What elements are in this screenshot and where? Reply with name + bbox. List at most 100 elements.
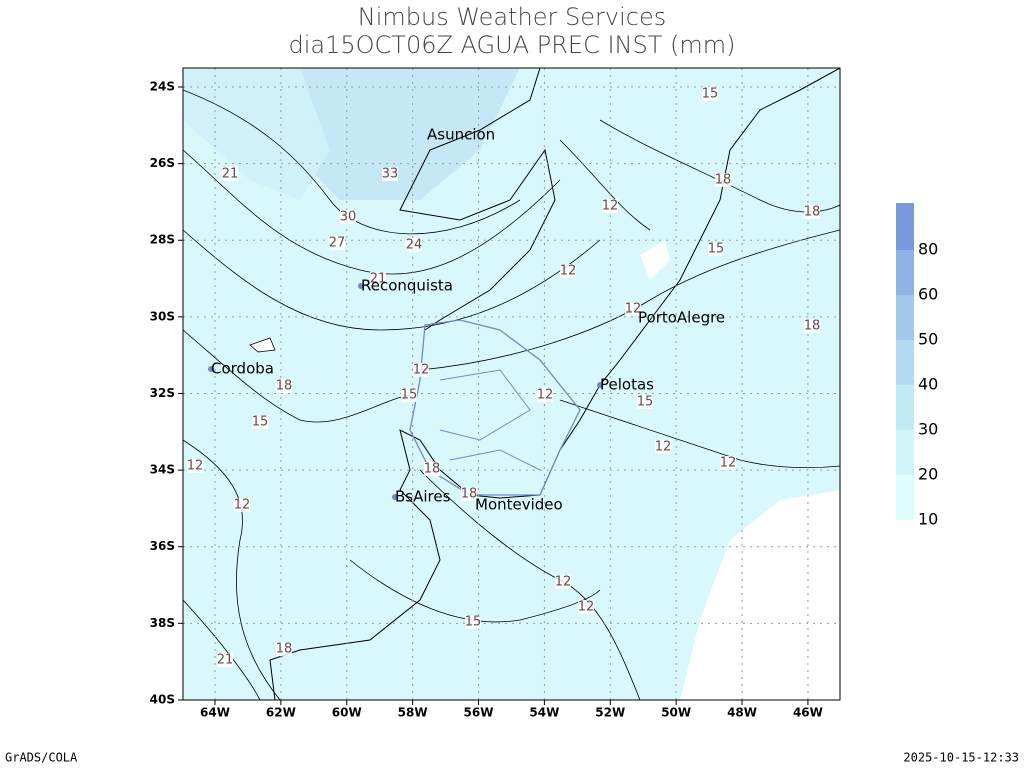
contour-label-bg bbox=[217, 653, 233, 667]
footer-right: 2025-10-15-12:33 bbox=[903, 751, 1019, 765]
contour-label: 12 bbox=[413, 363, 430, 378]
contour-label-bg bbox=[413, 363, 429, 377]
contour-label: 18 bbox=[461, 487, 478, 502]
contour-label: 12 bbox=[655, 440, 672, 455]
colorbar-label: 50 bbox=[918, 330, 938, 349]
contour-label: 12 bbox=[578, 600, 595, 615]
title-line: Nimbus Weather Services bbox=[358, 3, 666, 31]
lon-tick-label: 58W bbox=[398, 706, 428, 720]
contour-label: 12 bbox=[560, 264, 577, 279]
lon-tick-label: 64W bbox=[200, 706, 230, 720]
contour-label-bg bbox=[340, 210, 356, 224]
colorbar-swatch bbox=[896, 430, 914, 475]
contour-label-bg bbox=[804, 205, 820, 219]
contour-label-bg bbox=[578, 600, 594, 614]
contour-label: 12 bbox=[187, 459, 204, 474]
contour-label-bg bbox=[804, 319, 820, 333]
city-marker bbox=[208, 366, 214, 372]
contour-label: 12 bbox=[234, 498, 251, 513]
lon-tick-label: 62W bbox=[266, 706, 296, 720]
city-marker bbox=[597, 382, 603, 388]
city-label: BsAires bbox=[395, 488, 451, 506]
lat-tick-label: 26S bbox=[150, 156, 175, 170]
title-line: dia15OCT06Z AGUA PREC INST (mm) bbox=[288, 31, 735, 59]
colorbar-label: 20 bbox=[918, 465, 938, 484]
contour-label: 18 bbox=[715, 173, 732, 188]
contour-label-bg bbox=[222, 167, 238, 181]
contour-label-bg bbox=[187, 459, 203, 473]
contour-label: 18 bbox=[424, 462, 441, 477]
lat-tick-label: 30S bbox=[150, 309, 175, 323]
colorbar-swatch bbox=[896, 203, 914, 250]
contour-label-bg bbox=[401, 388, 417, 402]
colorbar-swatch bbox=[896, 250, 914, 295]
contour-label-bg bbox=[702, 87, 718, 101]
colorbar-label: 10 bbox=[918, 510, 938, 529]
city-label: Cordoba bbox=[211, 360, 274, 378]
colorbar-swatch bbox=[896, 385, 914, 430]
lon-tick-label: 56W bbox=[464, 706, 494, 720]
lon-tick-label: 54W bbox=[529, 706, 559, 720]
contour-label: 15 bbox=[252, 415, 269, 430]
map-frame bbox=[182, 67, 841, 701]
contour-label: 21 bbox=[217, 653, 234, 668]
contour-label-bg bbox=[537, 388, 553, 402]
lon-tick-label: 52W bbox=[595, 706, 625, 720]
lat-tick-label: 36S bbox=[150, 539, 175, 553]
contour-label: 12 bbox=[625, 302, 642, 317]
contour-label: 24 bbox=[406, 238, 423, 253]
colorbar-label: 60 bbox=[918, 285, 938, 304]
contour-label: 18 bbox=[804, 319, 821, 334]
lat-tick-label: 24S bbox=[150, 80, 175, 94]
contour-label: 15 bbox=[637, 395, 654, 410]
lon-tick-label: 48W bbox=[727, 706, 757, 720]
contour-label-bg bbox=[625, 302, 641, 316]
contour-label-bg bbox=[560, 264, 576, 278]
contour-label-bg bbox=[555, 575, 571, 589]
city-label: Pelotas bbox=[600, 376, 654, 394]
contour-label-bg bbox=[637, 395, 653, 409]
contour-label-bg bbox=[276, 379, 292, 393]
colorbar-swatch bbox=[896, 340, 914, 385]
lon-tick-label: 60W bbox=[332, 706, 362, 720]
contour-label: 21 bbox=[222, 167, 239, 182]
lat-tick-label: 38S bbox=[150, 616, 175, 630]
colorbar-label: 30 bbox=[918, 420, 938, 439]
contour-label-bg bbox=[461, 487, 477, 501]
contour-label: 12 bbox=[720, 456, 737, 471]
colorbar-label: 40 bbox=[918, 375, 938, 394]
contour-label: 15 bbox=[702, 87, 719, 102]
contour-label: 18 bbox=[804, 205, 821, 220]
colorbar-swatch bbox=[896, 475, 914, 520]
contour-label-bg bbox=[382, 167, 398, 181]
contour-label-bg bbox=[655, 440, 671, 454]
lat-tick-label: 34S bbox=[150, 463, 175, 477]
contour-label: 30 bbox=[340, 210, 357, 225]
city-label: PortoAlegre bbox=[638, 309, 725, 327]
lat-tick-label: 28S bbox=[150, 233, 175, 247]
lat-tick-label: 32S bbox=[150, 386, 175, 400]
contour-label-bg bbox=[276, 642, 292, 656]
city-marker bbox=[392, 494, 398, 500]
contour-label: 15 bbox=[401, 388, 418, 403]
contour-label-bg bbox=[252, 415, 268, 429]
contour-label: 12 bbox=[537, 388, 554, 403]
contour-label-bg bbox=[708, 242, 724, 256]
city-label: Reconquista bbox=[361, 277, 453, 295]
contour-label-bg bbox=[602, 199, 618, 213]
lon-tick-label: 46W bbox=[793, 706, 823, 720]
contour-label: 27 bbox=[329, 236, 346, 251]
contour-label-bg bbox=[720, 456, 736, 470]
footer-left: GrADS/COLA bbox=[5, 751, 78, 765]
contour-label: 33 bbox=[382, 167, 399, 182]
contour-label: 12 bbox=[555, 575, 572, 590]
contour-label-bg bbox=[406, 238, 422, 252]
contour-label: 18 bbox=[276, 642, 293, 657]
contour-label: 15 bbox=[465, 615, 482, 630]
city-label: Montevideo bbox=[475, 496, 563, 514]
contour-label-bg bbox=[329, 236, 345, 250]
contour-label: 12 bbox=[602, 199, 619, 214]
colorbar-label: 80 bbox=[918, 240, 938, 259]
city-label: Asuncion bbox=[427, 126, 495, 144]
